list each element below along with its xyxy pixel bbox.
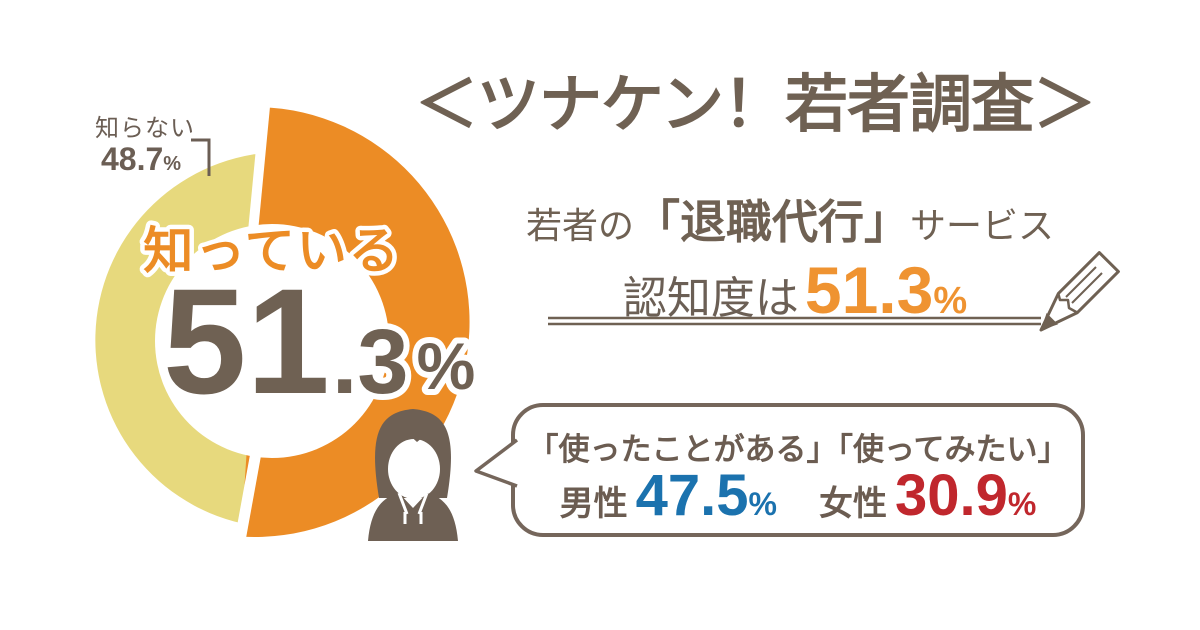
leader-line [191,138,211,176]
subtitle-suffix: サービス [910,205,1055,246]
awareness-line: 認知度は51.3% [560,252,1030,328]
donut-hole [155,224,389,458]
awareness-percent: % [933,280,968,322]
person-icon [368,409,458,541]
dont-know-value: 48.7% [101,141,182,177]
bubble-stats-line: 男性 47.5 % 女性 30.9 % [513,462,1083,529]
male-value: 47.5 [635,463,749,528]
subtitle: 若者の「退職代行」サービス [450,186,1130,252]
donut-value-percent: % [417,329,476,403]
donut-value-int: 51 [163,257,330,425]
donut-center-label: 知っている [143,223,401,279]
subtitle-highlight: 「退職代行」 [634,196,910,248]
dont-know-label: 知らない 48.7% [95,108,195,178]
female-value: 30.9 [895,463,1008,528]
awareness-value: 51.3 [804,253,934,327]
subtitle-prefix: 若者の [525,205,634,246]
slice-gap-top [247,95,271,243]
bubble-quote-line: 「使ったことがある」「使ってみたい」 [527,432,1069,467]
speech-bubble-tail [474,438,519,488]
female-label: 女性 [819,485,887,523]
male-percent: % [748,486,777,522]
page-title: ＜ツナケン！若者調査＞ [414,70,1096,140]
pencil-icon [1039,251,1120,332]
male-label: 男性 [559,485,628,523]
female-percent: % [1007,486,1037,522]
dont-know-text: 知らない [95,115,195,142]
donut-center-value: 51.3% [163,257,475,425]
awareness-prefix: 認知度は [622,274,799,323]
donut-value-decimal: .3 [332,311,409,413]
